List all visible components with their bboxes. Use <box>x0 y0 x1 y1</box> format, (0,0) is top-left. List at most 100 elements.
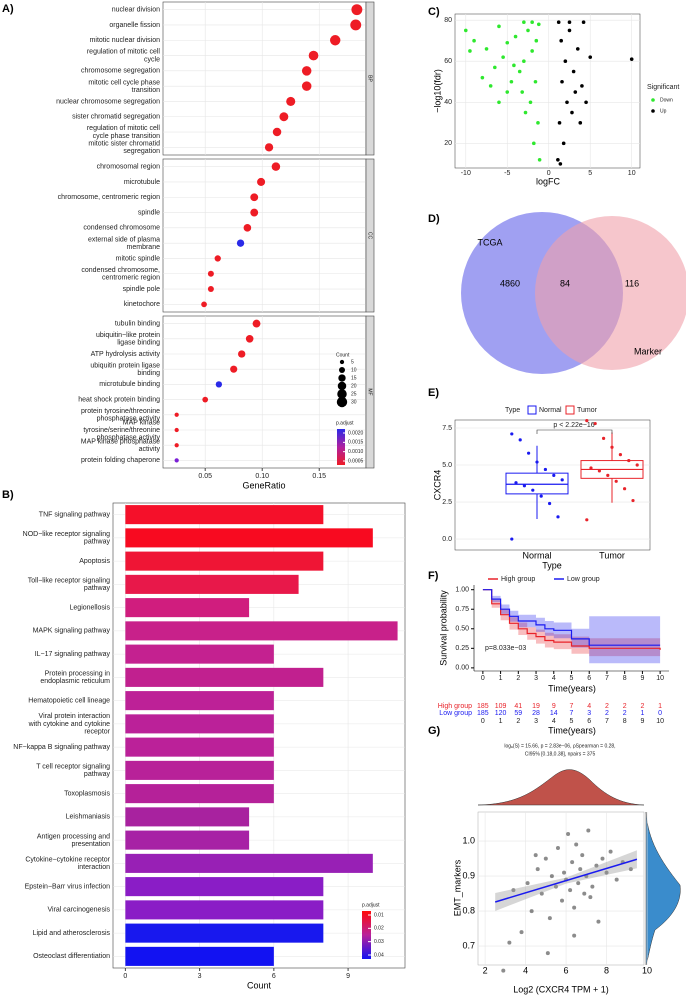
point <box>522 484 527 488</box>
point <box>497 100 501 105</box>
dot <box>174 427 179 433</box>
facet-label: MF <box>367 388 373 395</box>
point <box>573 90 578 94</box>
marginal-density <box>645 811 681 966</box>
category-label: T cell receptor signaling pathway <box>36 763 110 778</box>
risk-row-label: High group <box>438 703 472 710</box>
point <box>614 877 619 882</box>
bar <box>125 528 373 548</box>
risk-count: 7 <box>570 703 574 710</box>
x-tick-label: 3 <box>534 675 538 682</box>
point <box>510 537 514 541</box>
x-tick-label: 6 <box>272 973 276 980</box>
fit-line <box>494 858 638 903</box>
point <box>529 909 534 914</box>
point <box>525 881 530 886</box>
panel-label: G) <box>428 725 441 737</box>
category-label: kinetochore <box>124 301 160 308</box>
legend-title: p.adjust <box>362 902 380 908</box>
survival-curve <box>482 589 661 650</box>
category-label: Epstein−Barr virus infection <box>25 883 111 890</box>
x-tick-label: 5 <box>570 718 574 725</box>
category-label: ubiquitin−like protein ligase binding <box>96 332 160 347</box>
facet-strip <box>365 315 375 469</box>
category-label: nuclear division <box>112 6 160 13</box>
point <box>580 84 584 88</box>
bar <box>125 551 324 571</box>
bar <box>125 784 274 804</box>
point <box>552 473 556 477</box>
facet-label: CC <box>367 232 373 240</box>
point <box>531 488 535 492</box>
dot <box>301 81 312 91</box>
point <box>549 874 554 879</box>
colorbar-label: 0.0020 <box>348 430 364 436</box>
category-label: Antigen processing and presentation <box>37 833 110 848</box>
colorbar-label: 0.04 <box>374 952 384 958</box>
point <box>584 100 588 105</box>
point <box>581 20 586 25</box>
category-label: regulation of mitotic cell cycle <box>87 49 161 64</box>
legend-dot <box>336 396 348 408</box>
point <box>510 432 514 436</box>
point <box>518 438 522 442</box>
legend-label: 10 <box>351 367 357 373</box>
y-tick-label: 80 <box>444 17 452 24</box>
legend-title: Type <box>505 407 520 414</box>
point <box>628 867 633 872</box>
category-label: chromosome, centromeric region <box>58 194 160 201</box>
category-label: Protein processing in endoplasmic reticul… <box>40 670 110 685</box>
region-count: 116 <box>625 278 639 288</box>
bar <box>125 714 274 734</box>
point <box>543 467 548 472</box>
point <box>520 90 524 94</box>
risk-count: 41 <box>514 703 522 710</box>
plot-panel <box>162 1 367 156</box>
legend-label: Up <box>660 108 667 114</box>
x-tick-label: 0.15 <box>312 473 326 480</box>
category-label: Legionellosis <box>70 604 111 611</box>
legend-key <box>651 109 655 113</box>
point <box>533 79 538 84</box>
point <box>602 436 606 440</box>
risk-count: 185 <box>477 710 489 717</box>
point <box>553 884 558 889</box>
point <box>578 867 583 872</box>
category-label: mitotic spindle <box>116 255 160 262</box>
point <box>519 930 524 935</box>
category-label: microtubule <box>124 179 160 186</box>
point <box>571 69 576 74</box>
bar <box>125 853 373 873</box>
bar <box>125 737 274 757</box>
colorbar-label: 0.03 <box>374 939 384 945</box>
point <box>600 856 605 861</box>
point <box>488 84 493 88</box>
legend-label: 5 <box>351 359 354 365</box>
point <box>594 863 599 868</box>
point <box>604 870 609 875</box>
risk-count: 1 <box>640 710 644 717</box>
point <box>536 22 541 27</box>
point <box>568 888 573 893</box>
marginal-density <box>477 769 645 806</box>
point <box>468 49 472 53</box>
x-axis-title: Time(years) <box>548 683 596 693</box>
facet-strip <box>365 1 375 156</box>
dot <box>243 224 252 232</box>
point <box>539 891 544 896</box>
x-tick-label: 1 <box>499 675 503 682</box>
point <box>623 487 627 491</box>
dot <box>201 301 207 308</box>
y-tick-label: 1.00 <box>455 587 469 594</box>
category-label: protein folding chaperone <box>81 457 160 464</box>
x-tick-label: 4 <box>523 965 528 975</box>
subtitle: CI95% [0.18,0.38], npairs = 375 <box>525 751 596 757</box>
point <box>480 75 485 80</box>
legend-dot <box>338 374 346 382</box>
point <box>574 842 579 847</box>
point <box>505 40 510 45</box>
category-label: external side of plasma membrane <box>88 236 160 251</box>
annotation: p < 2.22e−16 <box>553 422 594 429</box>
risk-count: 4 <box>587 703 591 710</box>
category-label: ATP hydrolysis activity <box>91 351 161 358</box>
